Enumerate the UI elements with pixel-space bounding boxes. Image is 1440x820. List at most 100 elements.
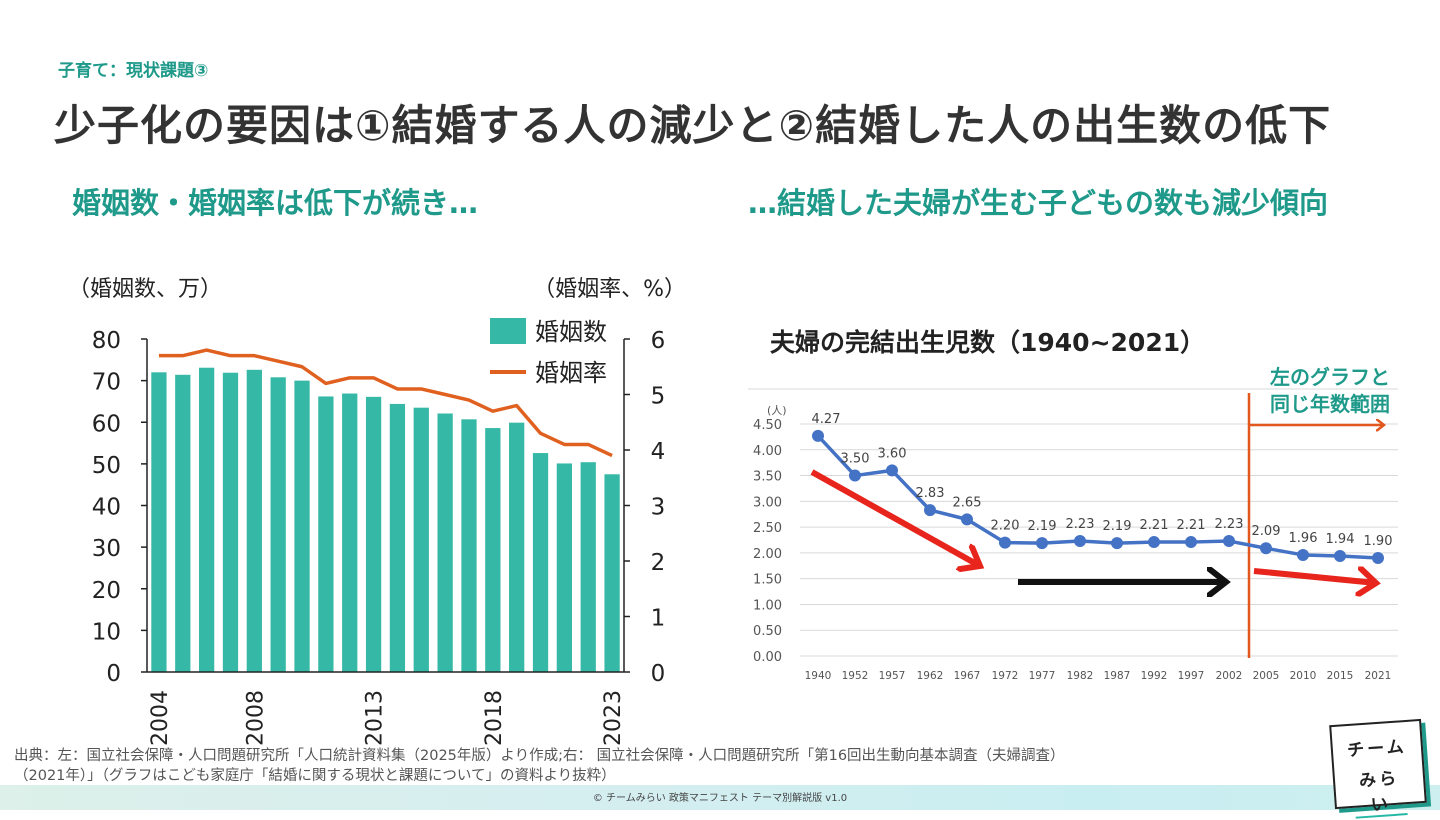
footer-band [0, 785, 1440, 810]
left-tick-label: 70 [92, 370, 121, 396]
births-point-1992 [1148, 536, 1160, 549]
right-axis-label: （婚姻率、%） [533, 277, 686, 302]
range-note-line-1: 左のグラフと [1270, 365, 1390, 389]
left-tick-label: 80 [92, 328, 121, 354]
births-value-label: 1.96 [1289, 531, 1318, 546]
births-value-label: 1.90 [1364, 534, 1393, 549]
births-point-2002 [1223, 535, 1235, 548]
bar-2004 [151, 372, 167, 672]
source-line-2: （2021年）」（グラフはこども家庭庁「結婚に関する現状と課題について」の資料よ… [14, 768, 616, 784]
births-point-1957 [886, 464, 898, 477]
left-tick-label: 50 [92, 453, 121, 479]
completed-births-chart: 夫婦の完結出生児数（1940~2021） (人) 0.00 0.50 1.00 1.50 2… [748, 328, 1398, 682]
births-y-unit: (人) [767, 404, 787, 417]
left-tick-label: 10 [92, 619, 121, 645]
births-y-tick-label: 2.50 [753, 521, 782, 536]
births-x-tick-label: 1967 [954, 670, 981, 682]
bar-2014 [389, 403, 406, 672]
births-x-tick-label: 1972 [992, 670, 1019, 682]
legend-bar-swatch [490, 318, 526, 344]
births-value-label: 2.09 [1252, 524, 1281, 539]
births-x-tick-label: 2010 [1290, 670, 1317, 682]
range-note-line-2: 同じ年数範囲 [1270, 392, 1390, 416]
births-y-tick-label: 2.00 [753, 547, 782, 562]
births-value-label: 3.50 [841, 452, 870, 467]
births-point-1967 [961, 513, 973, 526]
births-point-1940 [812, 429, 824, 442]
bar-2013 [365, 396, 382, 672]
logo-line-2: みらい [1352, 763, 1408, 819]
births-point-1997 [1185, 536, 1197, 549]
left-tick-label: 0 [106, 661, 121, 687]
right-tick-label: 4 [651, 439, 666, 465]
births-point-2010 [1297, 548, 1309, 561]
births-point-2015 [1334, 549, 1346, 562]
births-point-1987 [1111, 537, 1123, 550]
births-point-2021 [1372, 552, 1384, 565]
x-tick-label: 2018 [482, 690, 507, 746]
section-kicker: 子育て：現状課題③ [58, 61, 209, 81]
x-tick-label: 2013 [363, 690, 388, 746]
births-value-label: 2.21 [1177, 518, 1206, 533]
decline-arrow [810, 469, 980, 566]
bar-2022 [580, 462, 596, 672]
births-x-tick-label: 1992 [1141, 670, 1168, 682]
births-point-1962 [924, 504, 936, 517]
births-x-tick-label: 1982 [1067, 670, 1094, 682]
bar-2011 [318, 396, 334, 672]
births-chart-title: 夫婦の完結出生児数（1940~2021） [770, 328, 1205, 357]
rate-line [158, 348, 613, 458]
bar-2005 [175, 374, 191, 672]
births-value-label: 3.60 [878, 446, 907, 461]
births-x-tick-label: 1952 [842, 670, 869, 682]
births-y-tick-label: 1.50 [753, 573, 782, 588]
births-x-tick-label: 2015 [1327, 670, 1354, 682]
bar-2008 [246, 369, 262, 672]
births-x-tick-label: 2021 [1365, 670, 1392, 682]
births-x-tick-label: 1962 [917, 670, 944, 682]
bar-2019 [509, 422, 525, 672]
bar-2009 [270, 377, 286, 672]
births-x-tick-label: 1940 [805, 670, 832, 682]
births-value-label: 2.65 [953, 495, 982, 510]
left-axis-label: （婚姻数、万） [68, 277, 222, 302]
births-value-label: 2.23 [1066, 517, 1095, 532]
bar-2023 [604, 474, 620, 672]
births-value-label: 2.20 [991, 519, 1020, 534]
births-value-label: 2.21 [1140, 518, 1169, 533]
bar-2012 [342, 393, 358, 672]
x-tick-label: 2008 [243, 690, 268, 746]
births-value-label: 2.19 [1028, 519, 1057, 534]
right-tick-label: 0 [651, 661, 666, 687]
births-point-1972 [999, 536, 1011, 549]
births-x-tick-label: 1987 [1104, 670, 1131, 682]
births-y-tick-label: 0.50 [753, 624, 782, 639]
bar-2006 [198, 367, 215, 672]
births-y-tick-label: 3.00 [753, 495, 782, 510]
births-line [816, 434, 1379, 560]
source-note: 出典：左：国立社会保障・人口問題研究所「人口統計資料集（2025年版）より作成;… [14, 746, 1174, 786]
births-x-tick-label: 2002 [1216, 670, 1243, 682]
page-title: 少子化の要因は①結婚する人の減少と②結婚した人の出生数の低下 [54, 101, 1332, 150]
left-tick-label: 40 [92, 495, 121, 521]
births-point-1977 [1036, 537, 1048, 550]
bar-2017 [461, 419, 477, 672]
births-x-tick-label: 1997 [1178, 670, 1205, 682]
births-x-tick-label: 1977 [1029, 670, 1056, 682]
births-y-tick-label: 4.00 [753, 444, 782, 459]
births-point-1982 [1074, 535, 1086, 548]
births-point-1952 [849, 469, 861, 482]
team-mirai-logo: チーム みらい [1329, 718, 1427, 819]
births-value-label: 2.19 [1103, 519, 1132, 534]
bar-2007 [222, 372, 239, 672]
bar-2010 [294, 380, 310, 672]
right-tick-label: 6 [651, 328, 666, 354]
births-value-label: 2.23 [1215, 517, 1244, 532]
births-point-2005 [1260, 542, 1272, 555]
right-tick-label: 2 [651, 550, 666, 576]
bar-2021 [556, 463, 573, 672]
left-heading: 婚姻数・婚姻率は低下が続き… [72, 186, 479, 220]
births-y-tick-label: 3.50 [753, 470, 782, 485]
bar-2015 [413, 407, 429, 672]
left-tick-label: 20 [92, 578, 121, 604]
